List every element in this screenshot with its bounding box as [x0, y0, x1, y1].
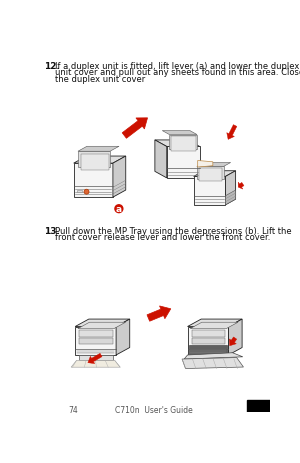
- Polygon shape: [116, 319, 130, 355]
- Polygon shape: [192, 330, 225, 338]
- Circle shape: [114, 205, 124, 214]
- Polygon shape: [79, 338, 113, 344]
- Polygon shape: [188, 327, 229, 355]
- Polygon shape: [113, 156, 126, 198]
- Polygon shape: [169, 135, 197, 150]
- Polygon shape: [194, 171, 236, 177]
- Polygon shape: [88, 354, 102, 364]
- Polygon shape: [189, 345, 227, 355]
- Polygon shape: [197, 167, 224, 180]
- Bar: [76, 190, 82, 193]
- Polygon shape: [182, 358, 244, 369]
- Polygon shape: [167, 147, 200, 179]
- Polygon shape: [122, 119, 148, 139]
- Polygon shape: [147, 306, 171, 321]
- Polygon shape: [78, 323, 126, 329]
- Polygon shape: [74, 164, 113, 198]
- Polygon shape: [197, 163, 231, 167]
- Polygon shape: [229, 337, 237, 346]
- Text: C710n  User's Guide: C710n User's Guide: [115, 405, 193, 414]
- Polygon shape: [192, 338, 225, 344]
- Text: 12.: 12.: [44, 62, 60, 71]
- Polygon shape: [78, 152, 110, 167]
- Polygon shape: [227, 125, 237, 140]
- Polygon shape: [171, 137, 196, 152]
- Polygon shape: [75, 319, 130, 327]
- Text: a: a: [116, 205, 122, 214]
- Polygon shape: [198, 161, 213, 168]
- Polygon shape: [194, 177, 225, 206]
- Polygon shape: [74, 156, 126, 164]
- Polygon shape: [155, 141, 167, 179]
- Text: front cover release lever and lower the front cover.: front cover release lever and lower the …: [55, 233, 270, 242]
- Polygon shape: [225, 191, 236, 206]
- Polygon shape: [78, 147, 119, 152]
- Polygon shape: [238, 183, 244, 190]
- Polygon shape: [71, 361, 120, 367]
- Polygon shape: [81, 155, 109, 170]
- Polygon shape: [188, 319, 242, 327]
- Polygon shape: [199, 169, 222, 181]
- Polygon shape: [190, 323, 238, 329]
- Bar: [247, 400, 270, 412]
- Polygon shape: [79, 355, 113, 361]
- Polygon shape: [155, 141, 200, 147]
- Polygon shape: [184, 353, 243, 359]
- Text: the duplex unit cover: the duplex unit cover: [55, 75, 145, 84]
- Text: unit cover and pull out any sheets found in this area. Close: unit cover and pull out any sheets found…: [55, 68, 300, 77]
- Polygon shape: [225, 171, 236, 206]
- Text: If a duplex unit is fitted, lift lever (a) and lower the duplex: If a duplex unit is fitted, lift lever (…: [55, 62, 299, 71]
- Polygon shape: [162, 131, 197, 135]
- Text: 74: 74: [68, 405, 78, 414]
- Polygon shape: [79, 330, 113, 338]
- Polygon shape: [75, 327, 116, 355]
- Polygon shape: [229, 319, 242, 355]
- Text: Pull down the MP Tray using the depressions (b). Lift the: Pull down the MP Tray using the depressi…: [55, 226, 291, 235]
- Circle shape: [84, 190, 89, 195]
- Text: 13.: 13.: [44, 226, 60, 235]
